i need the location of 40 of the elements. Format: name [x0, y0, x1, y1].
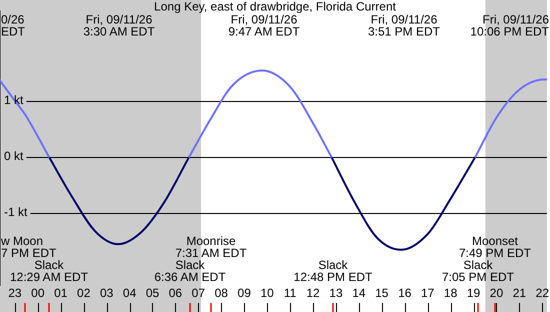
- x-tick-label: 03: [100, 286, 114, 300]
- x-tick-label: 12: [306, 286, 320, 300]
- x-tick-label: 09: [238, 286, 252, 300]
- annotation: w Moon 7 PM EDT: [0, 234, 58, 260]
- x-tick-label: 01: [54, 286, 68, 300]
- x-tick-label: 17: [420, 286, 435, 300]
- annotation: Slack 12:29 AM EDT: [10, 258, 89, 284]
- x-tick-label: 19: [466, 286, 481, 300]
- y-tick-label: 0 kt: [4, 149, 24, 164]
- x-tick-label: 14: [352, 286, 366, 300]
- annotation: Fri, 09/11/26 3:51 PM EDT: [368, 12, 441, 38]
- x-tick-label: 22: [536, 286, 550, 300]
- x-tick-label: 00: [31, 286, 45, 300]
- y-tick-label: 1 kt: [4, 93, 24, 108]
- x-tick-label: 08: [214, 286, 228, 300]
- x-tick-label: 23: [8, 286, 22, 300]
- annotation: Fri, 09/11/26 3:30 AM EDT: [83, 12, 156, 38]
- annotation: Fri, 09/11/26 10:06 PM EDT: [470, 12, 550, 38]
- annotation: Slack 6:36 AM EDT: [154, 258, 226, 284]
- x-tick-label: 21: [512, 286, 526, 300]
- annotation: Moonset 7:49 PM EDT: [458, 234, 532, 260]
- x-tick-label: 13: [329, 286, 343, 300]
- x-tick-label: 06: [168, 286, 182, 300]
- x-tick-label: 04: [122, 286, 137, 300]
- x-tick-label: 05: [146, 286, 160, 300]
- annotation: Slack 7:05 PM EDT: [442, 258, 515, 284]
- annotation: Slack 12:48 PM EDT: [294, 258, 374, 284]
- annotation: 0/26 EDT: [1, 12, 26, 38]
- x-tick-label: 16: [398, 286, 412, 300]
- x-tick-label: 18: [444, 286, 458, 300]
- x-tick-label: 11: [284, 286, 297, 300]
- chart-title: Long Key, east of drawbridge, Florida Current: [154, 0, 397, 14]
- annotation: Moonrise 7:31 AM EDT: [175, 234, 248, 260]
- x-tick-label: 15: [375, 286, 389, 300]
- x-tick-label: 07: [192, 286, 206, 300]
- x-tick-label: 02: [77, 286, 91, 300]
- x-tick-label: 10: [260, 286, 274, 300]
- annotation: Fri, 09/11/26 9:47 AM EDT: [228, 12, 300, 38]
- y-tick-label: -1 kt: [4, 205, 28, 220]
- x-tick-label: 20: [490, 286, 504, 300]
